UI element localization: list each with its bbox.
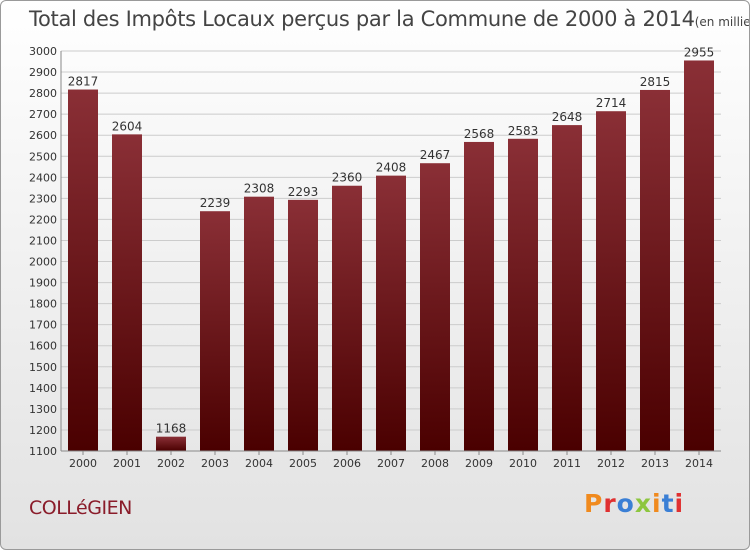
data-label-2004: 2308 — [244, 182, 275, 196]
x-tick-label-2001: 2001 — [113, 457, 141, 470]
unit-label: (en milliers d'€) — [694, 15, 750, 29]
y-axis: 1100 1200 1300 1400 1500 1600 1700 1800 1900 2000… — [29, 45, 62, 458]
data-label-2000: 2817 — [68, 75, 99, 89]
bar-2012 — [596, 111, 626, 452]
y-tick-label: 2200 — [29, 213, 57, 226]
bar-2005 — [288, 199, 318, 451]
x-tick-label-2013: 2013 — [641, 457, 669, 470]
x-tick-label-2008: 2008 — [421, 457, 449, 470]
logo-letter: i — [674, 489, 685, 518]
bar-2007 — [376, 175, 406, 451]
x-tick-label-2003: 2003 — [201, 457, 229, 470]
y-tick-label: 2300 — [29, 192, 57, 205]
y-tick-label: 1200 — [29, 424, 57, 437]
y-tick-label: 2000 — [29, 256, 57, 269]
data-labels: 2817 2604 1168 2239 2308 2293 2360 2408 2467 2568… — [68, 45, 715, 435]
data-label-2002: 1168 — [156, 422, 187, 436]
y-tick-label: 2700 — [29, 108, 57, 121]
data-label-2006: 2360 — [332, 171, 363, 185]
y-tick-label: 1700 — [29, 319, 57, 332]
y-tick-label: 2100 — [29, 234, 57, 247]
x-tick-label-2012: 2012 — [597, 457, 625, 470]
y-tick-label: 2600 — [29, 129, 57, 142]
x-tick-label-2011: 2011 — [553, 457, 581, 470]
data-label-2011: 2648 — [552, 110, 583, 124]
data-label-2013: 2815 — [640, 75, 671, 89]
bar-2004 — [244, 196, 274, 451]
x-tick-label-2002: 2002 — [157, 457, 185, 470]
bar-2014 — [684, 60, 714, 451]
data-label-2012: 2714 — [596, 96, 627, 110]
x-tick-label-2014: 2014 — [685, 457, 713, 470]
proxiti-logo: Proxiti — [584, 489, 684, 518]
bar-2008 — [420, 163, 450, 452]
x-axis: 2000 2001 2002 2003 2004 2005 2006 2007 2008 2009… — [61, 450, 721, 470]
data-label-2008: 2467 — [420, 148, 451, 162]
y-tick-label: 1300 — [29, 403, 57, 416]
y-tick-label: 1500 — [29, 361, 57, 374]
x-tick-label-2009: 2009 — [465, 457, 493, 470]
bar-2003 — [200, 211, 230, 451]
data-label-2009: 2568 — [464, 127, 495, 141]
logo-letter: t — [661, 489, 675, 518]
x-tick-label-2005: 2005 — [289, 457, 317, 470]
y-tick-label: 2800 — [29, 87, 57, 100]
x-tick-label-2006: 2006 — [333, 457, 361, 470]
bar-2011 — [552, 125, 582, 452]
y-tick-label: 1900 — [29, 277, 57, 290]
commune-name: COLLéGIEN — [29, 497, 132, 519]
bar-2010 — [508, 138, 538, 451]
y-tick-label: 2400 — [29, 171, 57, 184]
y-tick-label: 1600 — [29, 340, 57, 353]
data-label-2007: 2408 — [376, 161, 407, 175]
bar-2009 — [464, 141, 494, 451]
bars — [68, 60, 714, 452]
bar-2001 — [112, 134, 142, 452]
logo-letter: o — [616, 489, 635, 518]
y-tick-label: 1800 — [29, 298, 57, 311]
data-label-2001: 2604 — [112, 119, 143, 133]
chart-title: Total des Impôts Locaux perçus par la Co… — [29, 7, 750, 31]
data-label-2014: 2955 — [684, 45, 715, 59]
logo-letter: x — [634, 489, 652, 518]
y-tick-label: 2900 — [29, 66, 57, 79]
bar-2000 — [68, 89, 98, 452]
data-label-2003: 2239 — [200, 196, 231, 210]
logo-letter: r — [603, 489, 617, 518]
bar-2006 — [332, 185, 362, 451]
x-tick-label-2000: 2000 — [69, 457, 97, 470]
y-tick-label: 2500 — [29, 150, 57, 163]
logo-letter: i — [652, 489, 662, 518]
x-tick-label-2007: 2007 — [377, 457, 405, 470]
logo-letter: P — [584, 489, 604, 518]
x-tick-label-2010: 2010 — [509, 457, 537, 470]
y-tick-label: 1100 — [29, 445, 57, 458]
bar-2002 — [156, 436, 186, 451]
chart-title-text: Total des Impôts Locaux perçus par la Co… — [29, 7, 695, 31]
data-label-2005: 2293 — [288, 185, 319, 199]
x-tick-label-2004: 2004 — [245, 457, 273, 470]
y-tick-label: 1400 — [29, 382, 57, 395]
data-label-2010: 2583 — [508, 124, 539, 138]
bar-2013 — [640, 89, 670, 452]
y-tick-label: 3000 — [29, 45, 57, 58]
